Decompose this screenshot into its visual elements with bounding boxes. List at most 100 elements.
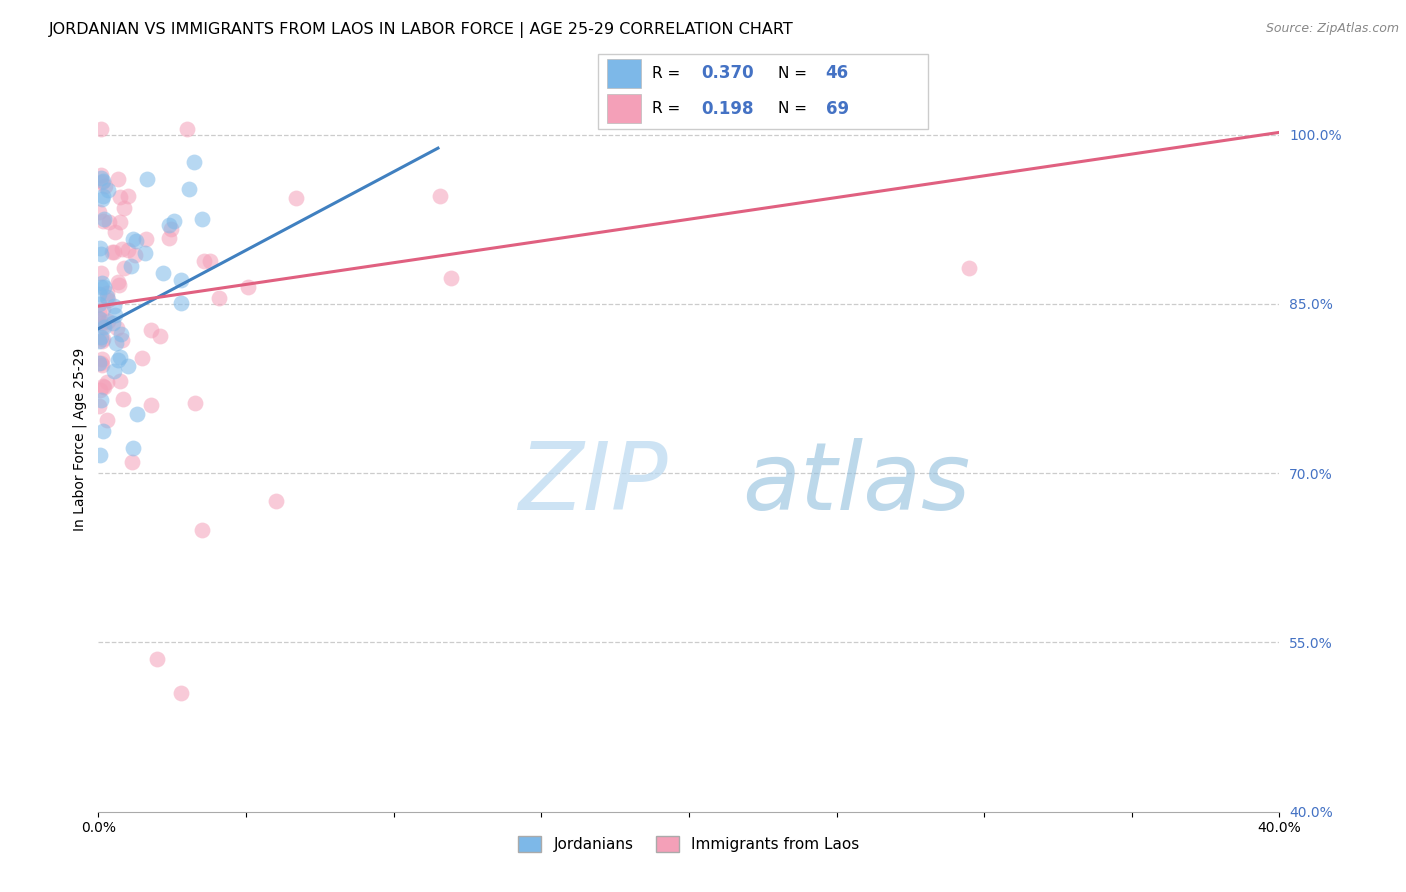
Point — [90, 393, 112, 408]
Point — [108, 374, 131, 388]
Point — [90, 247, 112, 261]
Text: 0.198: 0.198 — [702, 100, 754, 118]
Point — [110, 327, 132, 342]
Point — [90, 192, 112, 206]
Point — [89, 241, 111, 255]
Point — [183, 154, 205, 169]
Point — [170, 296, 193, 310]
Point — [87, 305, 110, 319]
Point — [135, 172, 157, 186]
Point — [121, 442, 143, 456]
Point — [112, 261, 135, 276]
Point — [93, 380, 115, 394]
Point — [111, 334, 134, 348]
Point — [103, 225, 125, 239]
Point — [91, 424, 114, 438]
Point — [264, 494, 287, 508]
Point — [148, 329, 170, 343]
Point — [87, 334, 110, 348]
Point — [90, 168, 112, 182]
Point — [91, 174, 114, 188]
Point — [107, 275, 129, 289]
Point — [87, 311, 110, 326]
Point — [97, 182, 120, 196]
Point — [101, 244, 124, 259]
Point — [131, 351, 153, 366]
Point — [107, 171, 129, 186]
Point — [91, 301, 114, 316]
Point — [93, 280, 115, 294]
Point — [198, 254, 221, 268]
Text: atlas: atlas — [742, 439, 970, 530]
FancyBboxPatch shape — [598, 54, 928, 129]
Point — [89, 311, 111, 326]
Point — [184, 396, 207, 410]
Text: 46: 46 — [825, 64, 849, 82]
Point — [117, 243, 139, 257]
Text: 0.370: 0.370 — [702, 64, 754, 82]
Point — [139, 323, 162, 337]
Point — [124, 248, 146, 262]
Point — [97, 293, 120, 308]
Point — [159, 221, 181, 235]
Point — [91, 332, 114, 346]
Point — [121, 455, 143, 469]
Point — [89, 399, 111, 413]
Y-axis label: In Labor Force | Age 25-29: In Labor Force | Age 25-29 — [73, 348, 87, 531]
Point — [108, 277, 131, 292]
Point — [91, 319, 114, 334]
Point — [89, 266, 111, 280]
Point — [87, 297, 110, 311]
Point — [91, 214, 114, 228]
Text: ZIP: ZIP — [517, 439, 668, 530]
Point — [110, 351, 132, 365]
Point — [96, 375, 118, 389]
Point — [238, 279, 260, 293]
Point — [122, 232, 145, 246]
Point — [91, 175, 114, 189]
Point — [90, 280, 112, 294]
Point — [96, 286, 118, 301]
Point — [90, 122, 112, 136]
Point — [135, 231, 157, 245]
Point — [103, 364, 125, 378]
Point — [152, 266, 174, 280]
Text: JORDANIAN VS IMMIGRANTS FROM LAOS IN LABOR FORCE | AGE 25-29 CORRELATION CHART: JORDANIAN VS IMMIGRANTS FROM LAOS IN LAB… — [49, 22, 794, 38]
Point — [110, 190, 132, 204]
Text: R =: R = — [652, 66, 685, 81]
Point — [91, 317, 114, 331]
Text: N =: N = — [778, 102, 811, 116]
Point — [159, 219, 181, 233]
Point — [90, 171, 112, 186]
Point — [91, 379, 114, 393]
Point — [89, 449, 111, 463]
Point — [440, 271, 463, 285]
Text: 69: 69 — [825, 100, 849, 118]
Point — [193, 253, 215, 268]
Point — [429, 189, 451, 203]
Point — [91, 334, 114, 348]
Point — [191, 211, 214, 226]
Point — [110, 242, 132, 256]
Point — [107, 353, 129, 368]
Point — [91, 358, 114, 372]
Point — [93, 319, 115, 334]
Point — [108, 215, 131, 229]
Point — [208, 291, 231, 305]
Point — [176, 122, 198, 136]
Point — [170, 686, 193, 700]
Point — [87, 286, 110, 301]
Point — [90, 329, 112, 343]
Point — [96, 413, 118, 427]
Point — [112, 201, 135, 215]
Point — [125, 234, 148, 248]
Point — [91, 189, 114, 203]
Point — [959, 260, 981, 275]
Point — [105, 335, 128, 350]
Point — [104, 308, 127, 322]
Point — [191, 523, 214, 537]
Text: N =: N = — [778, 66, 811, 81]
Point — [139, 398, 162, 412]
Point — [93, 212, 115, 227]
Point — [98, 214, 121, 228]
